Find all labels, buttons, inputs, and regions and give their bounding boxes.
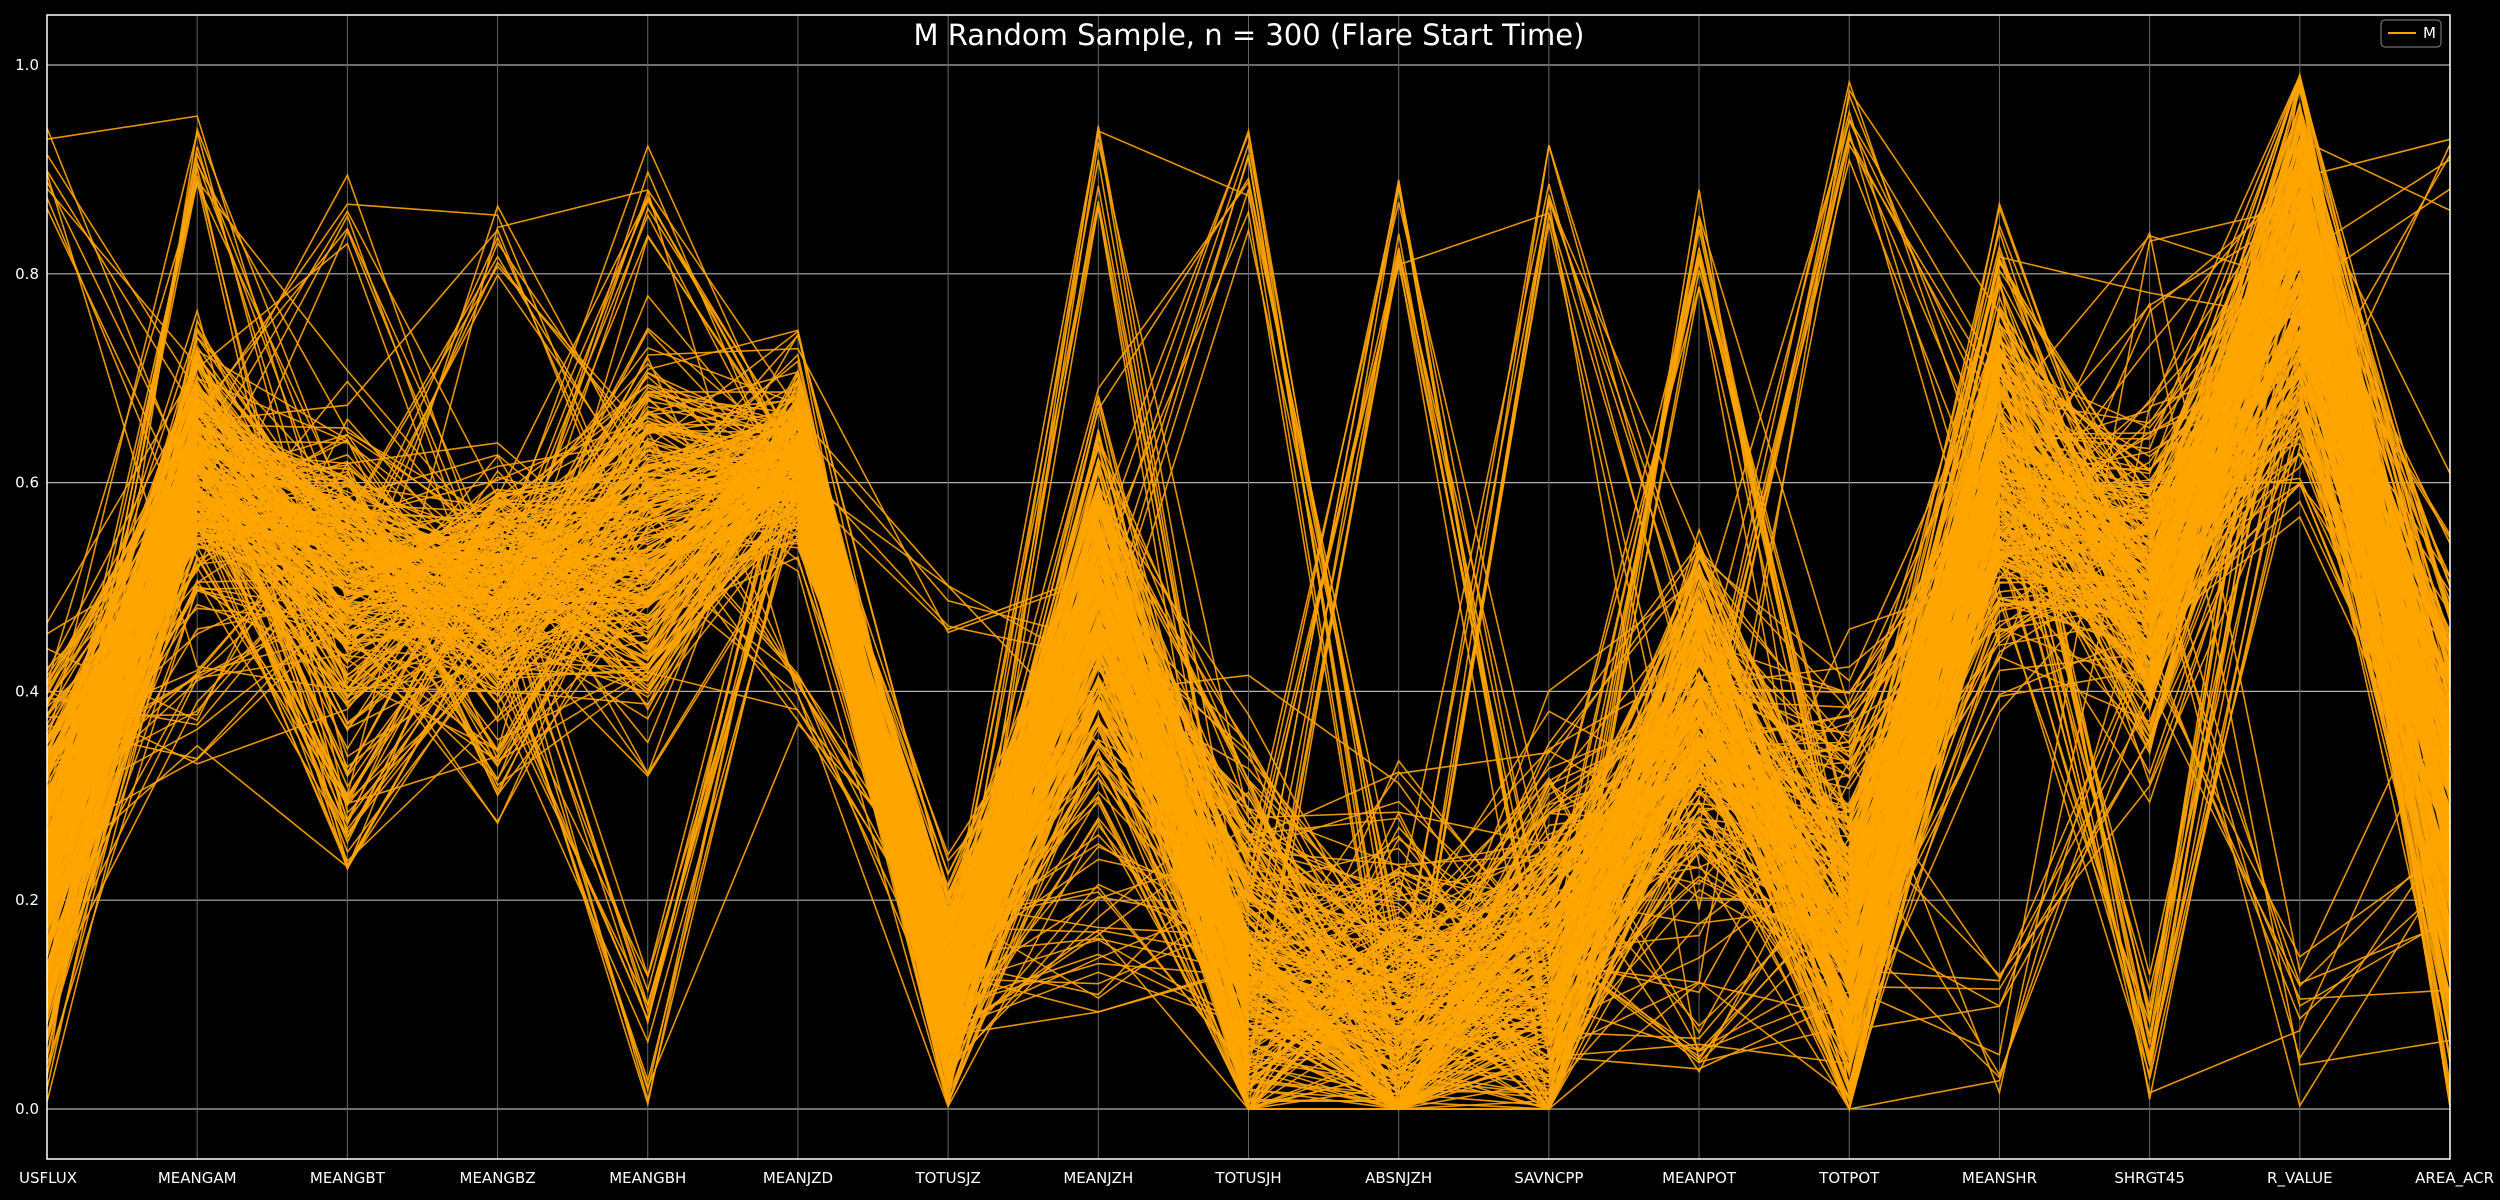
series-line-m	[46, 187, 2451, 1072]
series-line-m	[46, 218, 2451, 1036]
legend-label-m: M	[2423, 24, 2436, 42]
axis-label-totusjz: TOTUSJZ	[914, 1169, 980, 1187]
axis-label-meangbt: MEANGBT	[310, 1169, 386, 1187]
series-line-m	[46, 233, 2451, 1034]
series-line-m	[46, 92, 2451, 1028]
series-line-m	[46, 72, 2451, 1110]
axis-label-savncpp: SAVNCPP	[1514, 1169, 1583, 1187]
series-line-m	[46, 277, 2451, 1028]
series-line-m	[46, 128, 2451, 1110]
series-line-m	[46, 238, 2451, 1106]
data-lines	[46, 72, 2451, 1113]
y-tick-label: 0.4	[15, 682, 39, 700]
plot-frame	[46, 14, 2451, 1160]
axis-label-usflux: USFLUX	[19, 1169, 77, 1187]
axis-label-meanshr: MEANSHR	[1962, 1169, 2037, 1187]
series-line-m	[46, 141, 2451, 1075]
series-line-m	[46, 104, 2451, 1066]
axis-label-totpot: TOTPOT	[1818, 1169, 1880, 1187]
series-line-m	[46, 256, 2451, 1036]
chart-title: M Random Sample, n = 300 (Flare Start Ti…	[914, 18, 1585, 52]
axis-label-meanjzd: MEANJZD	[763, 1169, 833, 1187]
axis-label-meangbh: MEANGBH	[609, 1169, 686, 1187]
axis-label-meanpot: MEANPOT	[1662, 1169, 1737, 1187]
y-tick-label: 0.8	[15, 265, 39, 283]
y-tick-label: 0.2	[15, 891, 39, 909]
series-line-m	[46, 177, 2451, 1110]
legend: M	[2380, 19, 2442, 48]
axis-label-meangam: MEANGAM	[158, 1169, 237, 1187]
series-line-m	[46, 373, 2451, 1096]
axis-label-meanjzh: MEANJZH	[1063, 1169, 1133, 1187]
series-line-m	[46, 298, 2451, 1007]
axis-label-r_value: R_VALUE	[2267, 1169, 2333, 1188]
series-line-m	[46, 329, 2451, 1074]
series-line-m	[46, 150, 2451, 1103]
series-line-m	[46, 154, 2451, 1008]
series-line-m	[46, 303, 2451, 1034]
x-axis-labels: USFLUX MEANGAM MEANGBT MEANGBZ MEANGBH MEANJZ…	[19, 1169, 2494, 1188]
series-line-m	[46, 189, 2451, 1060]
series-line-m	[46, 132, 2451, 1111]
series-line-m	[46, 275, 2451, 1073]
series-line-m	[46, 189, 2451, 1060]
axis-label-meangbz: MEANGBZ	[460, 1169, 536, 1187]
y-tick-label: 0.0	[15, 1100, 39, 1118]
axis-label-shrgt45: SHRGT45	[2114, 1169, 2185, 1187]
series-line-m	[46, 269, 2451, 1084]
series-line-m	[46, 317, 2451, 1112]
y-tick-label: 0.6	[15, 474, 39, 492]
series-line-m	[46, 385, 2451, 1094]
series-line-m	[46, 290, 2451, 1055]
series-line-m	[46, 230, 2451, 1111]
axis-label-totusjh: TOTUSJH	[1214, 1169, 1281, 1187]
series-line-m	[46, 72, 2451, 1056]
series-line-m	[46, 212, 2451, 1096]
series-line-m	[46, 277, 2451, 1069]
y-tick-label: 1.0	[15, 56, 39, 74]
y-axis-ticks: 0.0 0.2 0.4 0.6 0.8 1.0	[15, 56, 39, 1118]
series-line-m	[46, 294, 2451, 1111]
series-line-m	[46, 265, 2451, 1112]
axis-label-absnjzh: ABSNJZH	[1365, 1169, 1432, 1187]
series-line-m	[46, 158, 2451, 1110]
axis-label-area_acr: AREA_ACR	[2415, 1169, 2494, 1188]
series-line-m	[46, 273, 2451, 1096]
series-line-m	[46, 149, 2451, 1110]
series-line-m	[46, 364, 2451, 1108]
series-line-m	[46, 182, 2451, 994]
series-line-m	[46, 79, 2451, 1021]
series-line-m	[46, 153, 2451, 1101]
series-line-m	[46, 170, 2451, 1050]
